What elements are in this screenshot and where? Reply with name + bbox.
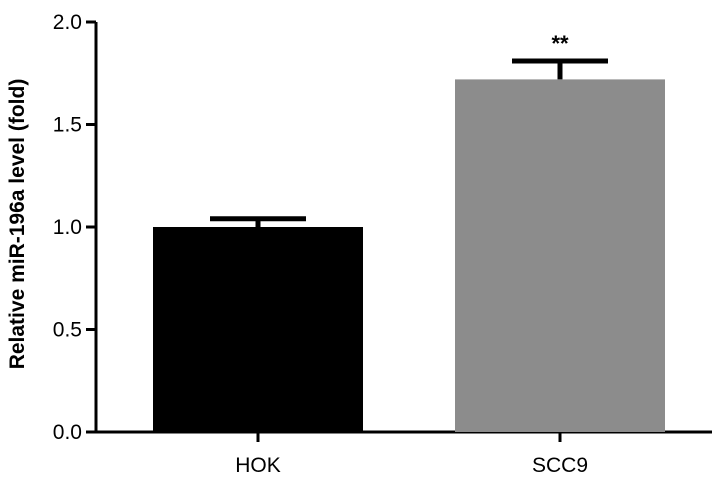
bar-scc9	[455, 79, 665, 433]
y-tick-label: 0.0	[53, 421, 82, 444]
y-tick-label: 1.0	[53, 216, 82, 239]
bar-hok	[153, 227, 363, 432]
y-tick-label: 1.5	[53, 114, 82, 137]
y-axis: 0.0 0.5 1.0 1.5 2.0	[53, 11, 98, 444]
bars: **	[153, 31, 665, 433]
x-tick-label: SCC9	[532, 454, 588, 477]
x-axis: HOK SCC9	[95, 430, 712, 477]
y-tick-label: 0.5	[53, 319, 82, 342]
y-axis-label: Relative miR-196a level (fold)	[6, 79, 29, 370]
y-tick-label: 2.0	[53, 11, 82, 34]
significance-annotation: **	[551, 31, 569, 56]
x-tick-label: HOK	[235, 454, 281, 477]
